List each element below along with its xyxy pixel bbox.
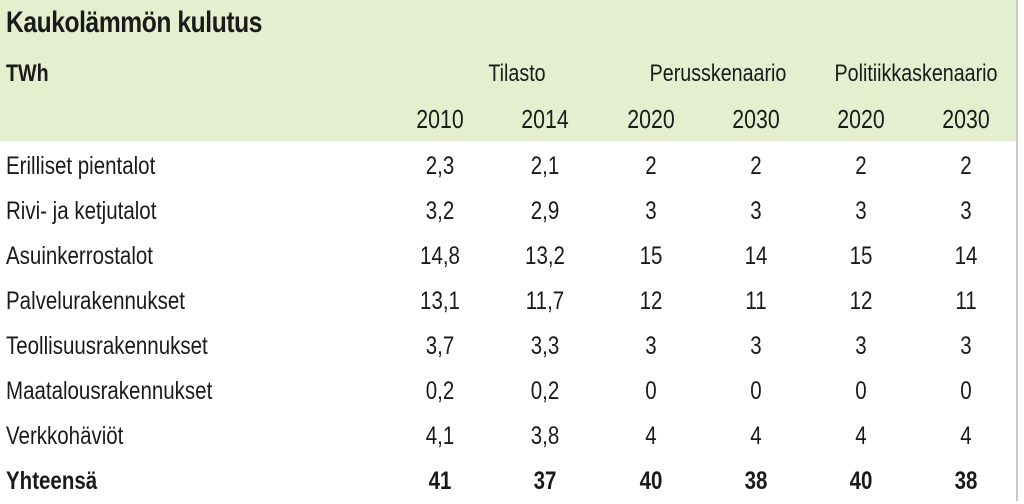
table-cell: 14,8 [420, 242, 460, 270]
table-row: Palvelurakennukset 13,1 11,7 12 11 12 11 [0, 279, 1016, 324]
table-cell: 0,2 [530, 377, 560, 405]
table-cell: 14 [954, 242, 978, 270]
table-cell: 4 [855, 422, 867, 450]
table-cell: 2 [855, 152, 867, 180]
table-cell: 0 [855, 377, 867, 405]
table-cell: 12 [849, 287, 873, 315]
table-cell: 2 [960, 152, 972, 180]
table-cell: 0 [750, 377, 762, 405]
group-header-politiikkaskenaario: Politiikkaskenaario [834, 60, 998, 87]
table-cell: 13,1 [420, 287, 460, 315]
table-cell: 3,3 [530, 332, 560, 360]
table-cell: 4 [750, 422, 762, 450]
row-label: Teollisuusrakennukset [6, 332, 208, 360]
table-cell: 0 [645, 377, 657, 405]
table-cell: 0 [960, 377, 972, 405]
table-cell: 3 [750, 332, 762, 360]
year-header: 2014 [521, 104, 569, 134]
unit-label: TWh [6, 60, 49, 87]
year-header: 2010 [416, 104, 464, 134]
total-row: Yhteensä 41 37 40 38 40 38 [0, 459, 1016, 504]
table-cell: 3 [855, 332, 867, 360]
table-cell: 3 [960, 197, 972, 225]
table-cell: 4 [960, 422, 972, 450]
table-cell: 11,7 [525, 287, 565, 315]
table-cell: 4 [645, 422, 657, 450]
table-cell: 3,7 [425, 332, 455, 360]
row-label: Asuinkerrostalot [6, 242, 153, 270]
table-cell: 11 [955, 287, 977, 315]
table-cell: 15 [849, 242, 873, 270]
table-cell: 38 [954, 467, 978, 495]
table-cell: 3 [750, 197, 762, 225]
table-title: Kaukolämmön kulutus [6, 6, 263, 39]
year-header: 2020 [837, 104, 885, 134]
table-cell: 2,9 [530, 197, 560, 225]
table-cell: 3 [645, 197, 657, 225]
table-cell: 0,2 [425, 377, 455, 405]
row-label: Verkkohäviöt [6, 422, 124, 450]
group-header-perusskenaario: Perusskenaario [649, 60, 787, 87]
table-cell: 2 [645, 152, 657, 180]
table-cell: 12 [639, 287, 663, 315]
table-row: Asuinkerrostalot 14,8 13,2 15 14 15 14 [0, 234, 1016, 279]
table-cell: 40 [849, 467, 873, 495]
table-cell: 2,1 [530, 152, 560, 180]
table-cell: 15 [639, 242, 663, 270]
table-row: Verkkohäviöt 4,1 3,8 4 4 4 4 [0, 414, 1016, 459]
year-header: 2030 [732, 104, 780, 134]
table-cell: 3 [855, 197, 867, 225]
table-cell: 3 [960, 332, 972, 360]
year-header: 2020 [627, 104, 675, 134]
table-row: Erilliset pientalot 2,3 2,1 2 2 2 2 [0, 144, 1016, 189]
table-cell: 14 [744, 242, 768, 270]
row-label: Palvelurakennukset [6, 287, 185, 315]
group-header-tilasto: Tilasto [488, 60, 546, 87]
table-cell: 13,2 [525, 242, 565, 270]
table-cell: 41 [428, 467, 452, 495]
table-row: Maatalousrakennukset 0,2 0,2 0 0 0 0 [0, 369, 1016, 414]
table-cell: 38 [744, 467, 768, 495]
year-header: 2030 [942, 104, 990, 134]
table-cell: 3,8 [530, 422, 560, 450]
table-row: Rivi- ja ketjutalot 3,2 2,9 3 3 3 3 [0, 189, 1016, 234]
row-label: Rivi- ja ketjutalot [6, 197, 157, 225]
total-label: Yhteensä [6, 467, 98, 495]
table-cell: 4,1 [425, 422, 455, 450]
table-cell: 37 [533, 467, 557, 495]
table-cell: 2,3 [425, 152, 455, 180]
table-row: Teollisuusrakennukset 3,7 3,3 3 3 3 3 [0, 324, 1016, 369]
table-header: Kaukolämmön kulutus TWh Tilasto Perusske… [0, 0, 1016, 141]
table-cell: 2 [750, 152, 762, 180]
table-cell: 3 [645, 332, 657, 360]
table-cell: 3,2 [425, 197, 455, 225]
row-label: Erilliset pientalot [6, 152, 156, 180]
row-label: Maatalousrakennukset [6, 377, 213, 405]
table-cell: 40 [639, 467, 663, 495]
table-cell: 11 [745, 287, 767, 315]
